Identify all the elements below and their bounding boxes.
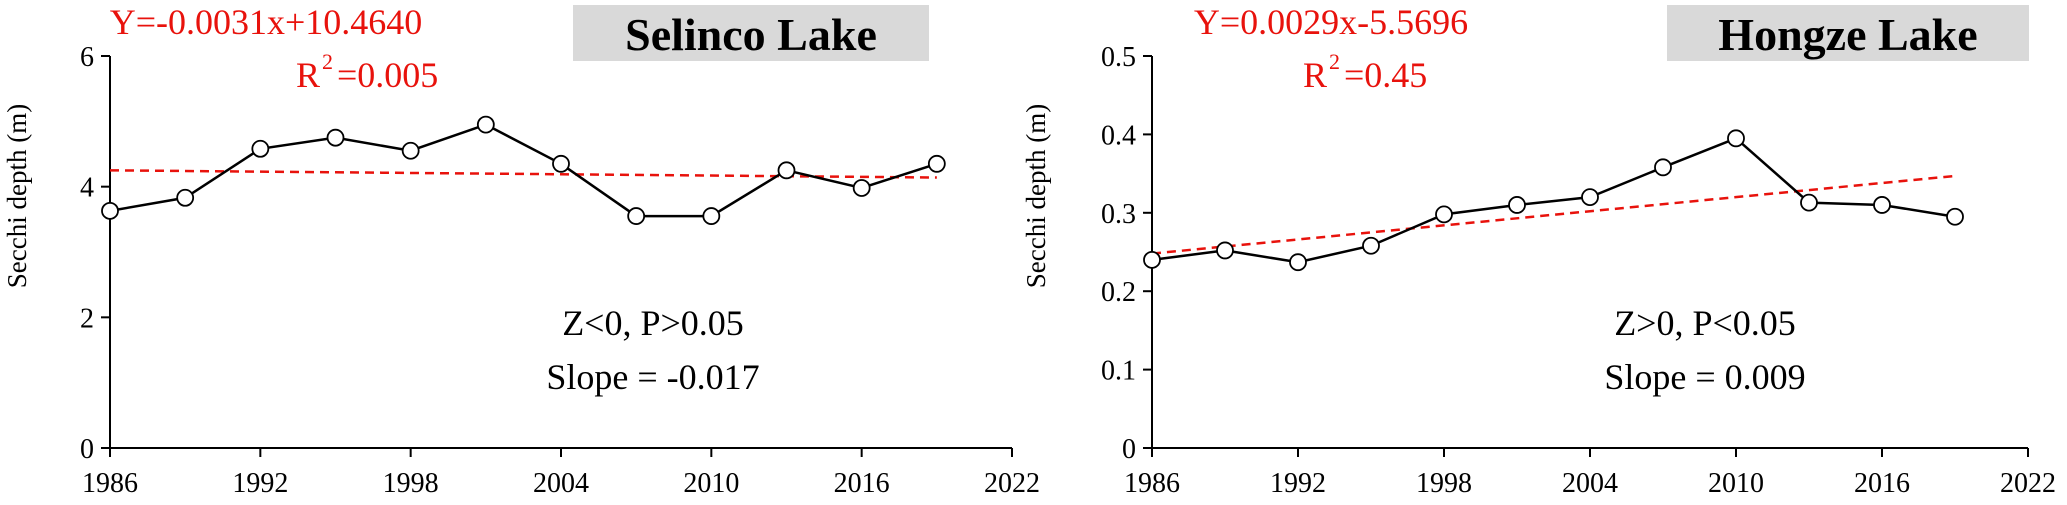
y-tick-label: 6: [80, 42, 94, 73]
data-point: [1800, 193, 1818, 212]
data-point: [852, 179, 871, 197]
data-point: [1727, 129, 1745, 148]
data-point: [927, 154, 946, 173]
series-line: [109, 123, 938, 218]
x-tick-label: 1998: [383, 468, 439, 499]
test-result: Z>0, P<0.05: [1614, 303, 1796, 343]
data-point: [1581, 188, 1599, 207]
data-point: [627, 207, 646, 225]
regression-equation: Y=0.0029x-5.5696: [1194, 2, 1468, 42]
data-point: [1143, 250, 1161, 269]
x-tick-label: 1986: [1124, 468, 1180, 499]
series-line: [1151, 136, 1956, 264]
title-box: [1667, 5, 2029, 61]
data-point: [101, 201, 119, 220]
chart-panel-selinco: Selinco Lake Y=-0.0031x+10.4640 R 2 =0.0…: [2, 2, 1040, 499]
data-point: [702, 207, 721, 225]
data-point: [1508, 196, 1526, 214]
data-point: [176, 188, 195, 207]
r2-prefix: R: [296, 55, 320, 95]
data-point: [1216, 241, 1234, 260]
x-tick-label: 2022: [2000, 468, 2056, 499]
y-tick-label: 0.3: [1101, 199, 1136, 230]
x-tick-label: 2010: [683, 468, 739, 499]
data-point: [251, 139, 270, 158]
chart-title: Hongze Lake: [1718, 9, 1977, 60]
data-point: [777, 161, 796, 180]
x-tick-label: 2022: [984, 468, 1040, 499]
x-tick-label: 1986: [82, 468, 138, 499]
r2-value: =0.005: [337, 55, 438, 95]
x-tick-label: 1992: [1270, 468, 1326, 499]
data-marks: [1143, 129, 1964, 272]
x-tick-label: 2004: [1562, 468, 1618, 499]
y-tick-label: 0.5: [1101, 42, 1136, 73]
trend-line: [1151, 174, 1956, 255]
data-point: [476, 115, 495, 134]
chart-title: Selinco Lake: [625, 9, 877, 60]
x-tick-label: 1992: [232, 468, 288, 499]
y-tick-label: 0: [1122, 434, 1136, 465]
data-point: [1946, 207, 1964, 226]
y-tick-label: 0.1: [1101, 356, 1136, 387]
axes: [101, 55, 1013, 457]
data-point: [552, 154, 570, 173]
x-tick-label: 1998: [1416, 468, 1472, 499]
trend-line: [109, 169, 937, 179]
y-axis-label: Secchi depth (m): [2, 104, 32, 288]
tick-labels: 0 0.1 0.2 0.3 0.4 0.5 1986 1992 1998 2004 2010 2016…: [1101, 42, 2056, 499]
x-tick-label: 2016: [834, 468, 890, 499]
title-box: [573, 5, 929, 61]
r2-superscript: 2: [1329, 49, 1340, 74]
data-point: [1289, 253, 1307, 272]
slope-text: Slope = 0.009: [1604, 357, 1805, 397]
y-tick-label: 2: [80, 303, 94, 334]
chart-panel-hongze: Hongze Lake Y=0.0029x-5.5696 R 2 =0.45 S…: [1021, 2, 2056, 499]
data-marks: [101, 115, 946, 225]
y-tick-label: 0.2: [1101, 277, 1136, 308]
y-axis-label: Secchi depth (m): [1021, 104, 1051, 288]
data-point: [401, 141, 420, 160]
r2-superscript: 2: [322, 49, 333, 74]
data-point: [1435, 205, 1453, 224]
x-tick-label: 2016: [1854, 468, 1910, 499]
data-point: [1362, 236, 1380, 255]
test-result: Z<0, P>0.05: [562, 303, 744, 343]
x-tick-label: 2010: [1708, 468, 1764, 499]
data-point: [1873, 196, 1891, 214]
data-point: [1654, 158, 1672, 177]
tick-labels: 0 2 4 6 1986 1992 1998 2004 2010 2016 2022: [80, 42, 1040, 499]
r2-value: =0.45: [1344, 55, 1427, 95]
data-point: [326, 128, 345, 147]
x-tick-label: 2004: [533, 468, 589, 499]
regression-equation: Y=-0.0031x+10.4640: [110, 2, 423, 42]
y-tick-label: 0.4: [1101, 120, 1136, 151]
y-tick-label: 0: [80, 434, 94, 465]
slope-text: Slope = -0.017: [546, 357, 759, 397]
y-tick-label: 4: [80, 173, 94, 204]
r2-prefix: R: [1303, 55, 1327, 95]
axes: [1143, 55, 2029, 457]
